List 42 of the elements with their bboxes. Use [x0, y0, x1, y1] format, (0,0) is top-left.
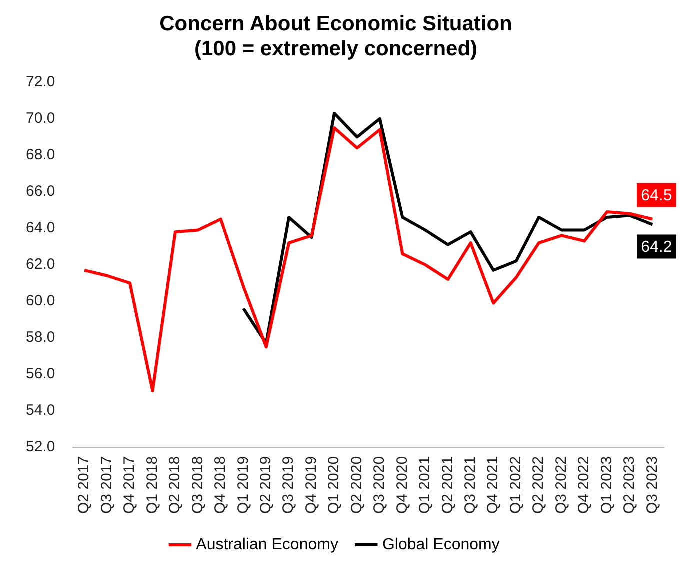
y-tick-label: 72.0: [26, 74, 56, 91]
y-tick-label: 68.0: [26, 146, 56, 164]
data-label: 64.2: [641, 239, 672, 256]
x-tick-label: Q1 2019: [234, 456, 252, 514]
x-tick-label: Q4 2020: [394, 456, 411, 514]
x-tick-label: Q4 2022: [576, 456, 593, 514]
x-tick-label: Q3 2023: [644, 456, 661, 514]
y-tick-label: 64.0: [26, 220, 56, 237]
x-tick-label: Q2 2023: [621, 456, 638, 514]
x-tick-label: Q2 2022: [530, 456, 548, 514]
x-tick-label: Q3 2020: [371, 456, 388, 514]
x-tick-label: Q3 2021: [462, 456, 479, 514]
x-tick-label: Q3 2022: [552, 456, 570, 514]
y-tick-label: 52.0: [26, 438, 56, 456]
x-tick-label: Q2 2019: [257, 456, 274, 514]
x-tick-label: Q3 2018: [189, 456, 206, 514]
y-tick-label: 58.0: [26, 329, 56, 346]
y-tick-label: 60.0: [26, 292, 56, 310]
x-tick-label: Q4 2021: [484, 456, 502, 514]
x-tick-label: Q1 2021: [416, 456, 434, 514]
chart-title: Concern About Economic Situation (100 = extremely concerned): [160, 12, 512, 61]
y-tick-label: 62.0: [26, 256, 56, 274]
x-tick-label: Q4 2017: [121, 456, 138, 514]
x-tick-label: Q4 2018: [212, 456, 230, 514]
y-tick-label: 66.0: [26, 183, 56, 200]
x-tick-label: Q1 2020: [326, 456, 343, 514]
y-tick-label: 56.0: [26, 366, 56, 383]
x-tick-label: Q2 2018: [166, 456, 184, 514]
y-tick-label: 70.0: [26, 110, 56, 128]
y-tick-label: 54.0: [26, 402, 56, 420]
x-tick-label: Q4 2019: [302, 456, 320, 514]
x-tick-label: Q3 2019: [280, 456, 298, 514]
data-label: 64.5: [641, 188, 672, 205]
x-tick-label: Q2 2017: [76, 456, 93, 514]
x-tick-label: Q1 2023: [598, 456, 616, 514]
x-tick-label: Q1 2018: [144, 456, 161, 514]
x-tick-label: Q1 2022: [507, 456, 524, 514]
x-tick-label: Q3 2017: [98, 456, 116, 514]
x-tick-label: Q2 2020: [348, 456, 366, 514]
legend-label: Global Economy: [382, 536, 500, 554]
x-tick-label: Q2 2021: [439, 456, 456, 514]
legend-label: Australian Economy: [196, 536, 338, 554]
